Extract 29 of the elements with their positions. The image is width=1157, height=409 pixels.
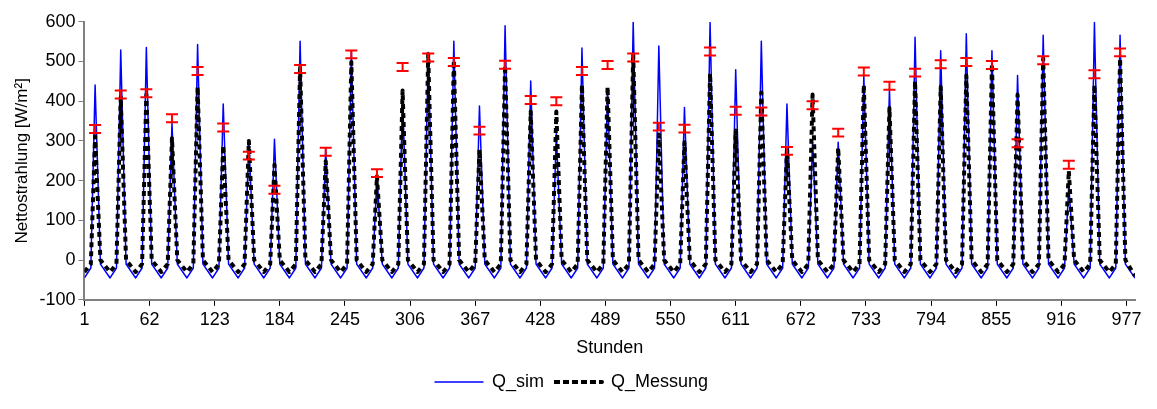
legend-label: Q_sim — [491, 370, 544, 392]
x-tick-label: 1 — [79, 308, 90, 329]
x-tick-label: 733 — [850, 308, 881, 329]
y-tick-label: 400 — [45, 90, 76, 111]
y-tick-label: 200 — [45, 169, 76, 190]
x-tick-label: 550 — [655, 308, 686, 329]
y-tick-label: 500 — [45, 50, 76, 71]
x-tick-label: 672 — [785, 308, 816, 329]
x-tick-label: 428 — [525, 308, 556, 329]
y-tick-label: 0 — [65, 249, 76, 270]
x-tick-label: 489 — [590, 308, 621, 329]
y-tick-label: 300 — [45, 129, 76, 150]
x-tick-label: 855 — [981, 308, 1012, 329]
y-tick-label: 600 — [45, 10, 76, 31]
x-tick-label: 62 — [139, 308, 160, 329]
x-tick-label: 916 — [1046, 308, 1077, 329]
y-tick-label: -100 — [39, 288, 76, 309]
x-tick-label: 184 — [264, 308, 295, 329]
x-tick-label: 306 — [395, 308, 426, 329]
x-tick-label: 123 — [199, 308, 230, 329]
x-tick-label: 977 — [1111, 308, 1142, 329]
y-axis-title: Nettostrahlung [W/m²] — [11, 78, 31, 244]
x-axis-title: Stunden — [576, 337, 644, 358]
x-tick-label: 245 — [329, 308, 360, 329]
y-tick-label: 100 — [45, 209, 76, 230]
legend-label: Q_Messung — [610, 370, 709, 392]
x-tick-label: 794 — [916, 308, 947, 329]
x-tick-label: 611 — [721, 308, 751, 329]
x-tick-label: 367 — [460, 308, 491, 329]
